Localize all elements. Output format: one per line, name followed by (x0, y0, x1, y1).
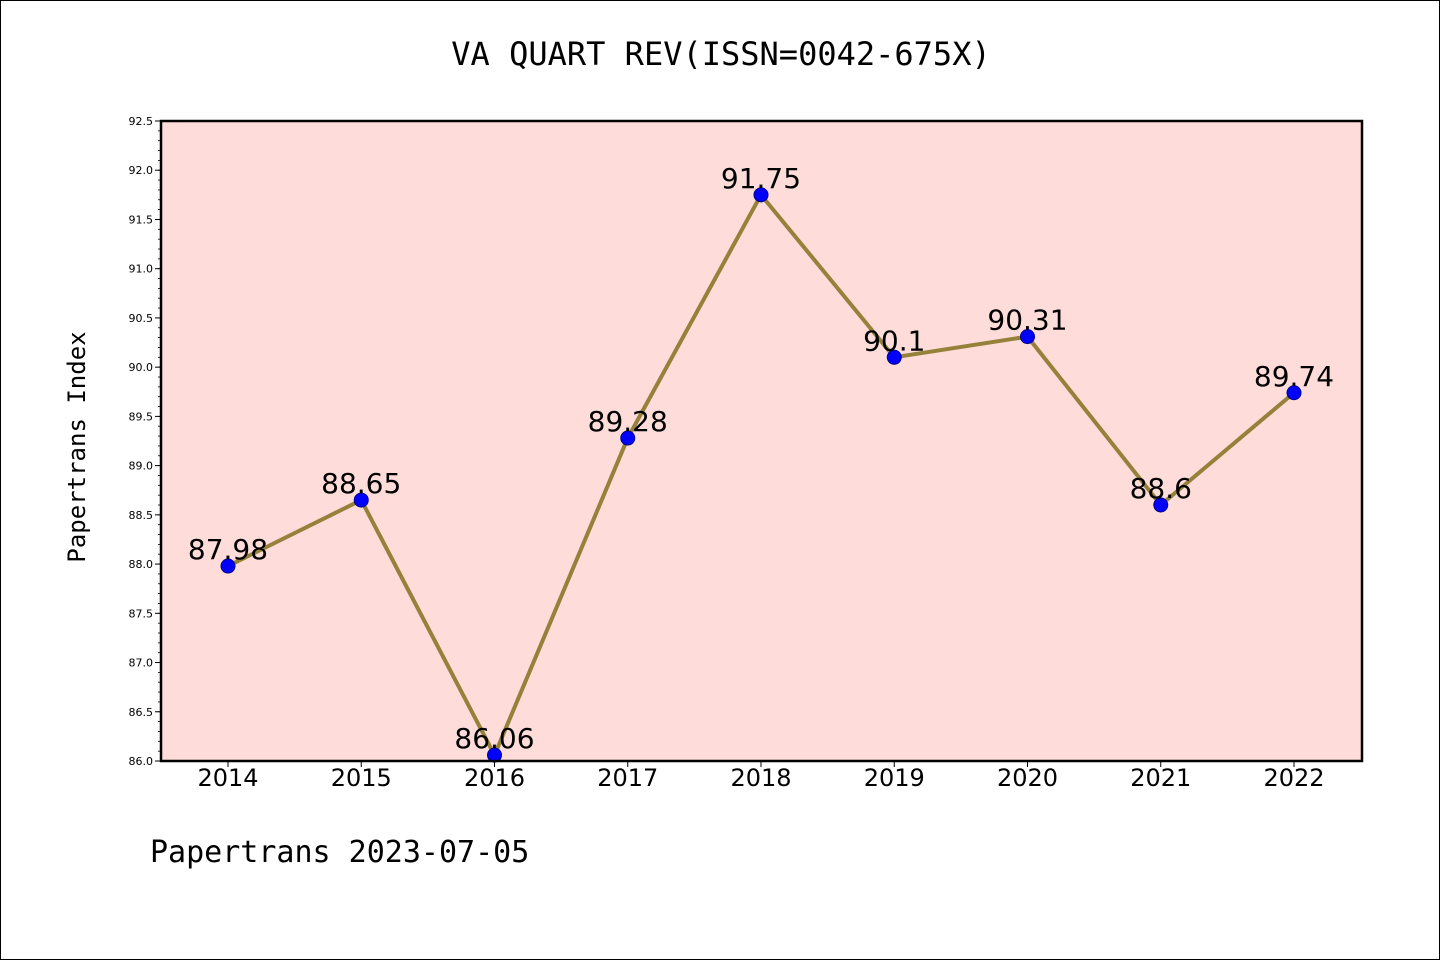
y-tick-label: 91.5 (129, 213, 154, 226)
data-point (220, 558, 236, 574)
y-tick-label: 87.0 (129, 657, 154, 670)
y-tick-label: 88.5 (129, 509, 154, 522)
y-tick-label: 89.0 (129, 460, 154, 473)
x-tick-label: 2014 (197, 764, 258, 792)
y-tick-label: 86.5 (129, 706, 154, 719)
data-label: 87.98 (188, 533, 268, 566)
x-tick-label: 2016 (464, 764, 525, 792)
y-tick-label: 90.0 (129, 361, 154, 374)
x-tick-label: 2020 (997, 764, 1058, 792)
data-label: 89.74 (1254, 360, 1334, 393)
x-tick-label: 2019 (864, 764, 925, 792)
x-tick-label: 2021 (1130, 764, 1191, 792)
y-tick-label: 88.0 (129, 558, 154, 571)
data-point (753, 187, 769, 203)
axes-frame (159, 119, 1364, 763)
y-tick-label: 92.0 (129, 164, 154, 177)
y-tick-label: 86.0 (129, 755, 154, 768)
chart-title: VA QUART REV(ISSN=0042-675X) (451, 35, 991, 73)
y-tick-label: 92.5 (129, 115, 154, 128)
footer-note: Papertrans 2023-07-05 (150, 835, 530, 870)
plot-background (161, 121, 1362, 761)
y-tick-label: 91.0 (129, 263, 154, 276)
data-label: 90.1 (863, 324, 925, 357)
x-tick-label: 2017 (597, 764, 658, 792)
y-tick-label: 89.5 (129, 410, 154, 423)
data-label: 88.65 (321, 467, 401, 500)
data-point (886, 349, 902, 365)
data-label: 88.6 (1130, 472, 1192, 505)
data-point (1286, 385, 1302, 401)
data-point (1153, 497, 1169, 513)
data-label: 91.75 (721, 162, 801, 195)
data-label: 90.31 (987, 304, 1067, 337)
y-tick-label: 87.5 (129, 607, 154, 620)
x-tick-label: 2015 (331, 764, 392, 792)
y-tick-label: 90.5 (129, 312, 154, 325)
data-point (353, 492, 369, 508)
x-tick-label: 2018 (730, 764, 791, 792)
data-point (1020, 329, 1035, 345)
data-point (620, 430, 636, 446)
data-label: 86.06 (454, 722, 534, 755)
x-tick-label: 2022 (1263, 764, 1324, 792)
data-label: 89.28 (588, 405, 668, 438)
